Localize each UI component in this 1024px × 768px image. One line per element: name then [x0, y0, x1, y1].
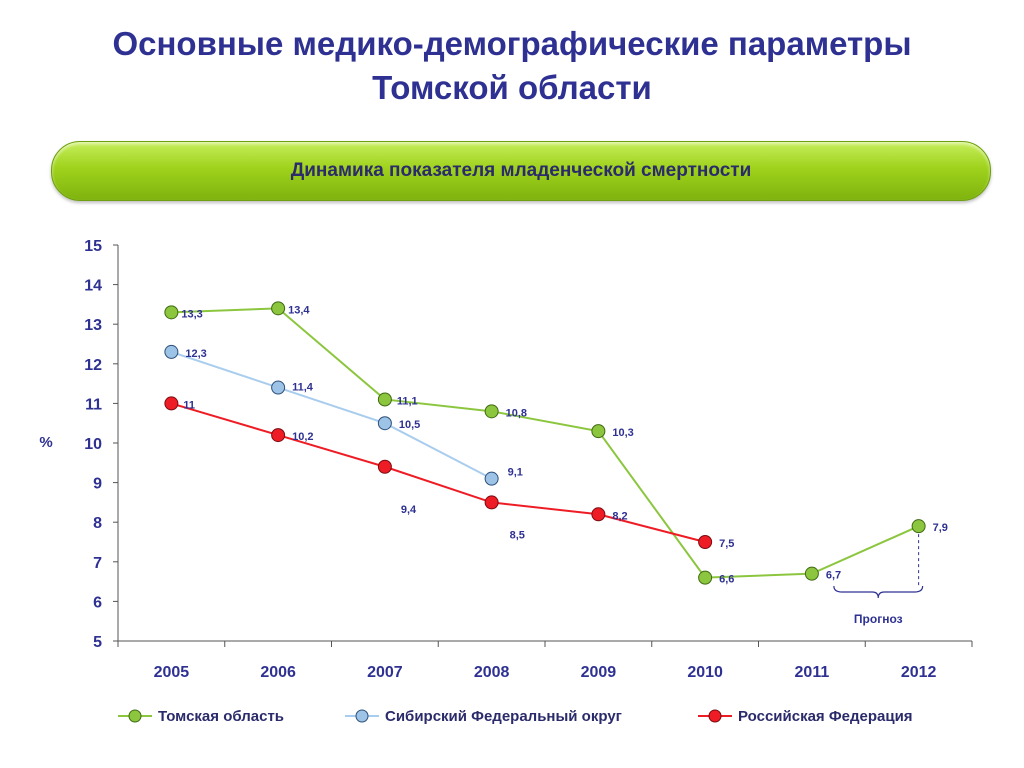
x-tick-label: 2005: [154, 664, 190, 681]
data-point: [484, 471, 499, 486]
data-point: [377, 392, 392, 407]
data-point: [698, 535, 713, 549]
legend-swatch-tomsk: [118, 709, 152, 723]
data-point: [591, 424, 606, 439]
chart-banner: Динамика показателя младенческой смертно…: [51, 141, 991, 201]
y-axis-label: %: [39, 434, 52, 451]
series-line-1: [171, 350, 493, 480]
legend-swatch-sfo: [345, 709, 379, 723]
data-label: 10,8: [506, 407, 527, 419]
data-label: 10,3: [612, 427, 633, 439]
forecast-note: Прогноз: [854, 612, 903, 626]
legend-swatch-rf: [698, 709, 732, 723]
data-point: [164, 305, 179, 320]
x-tick-label: 2008: [474, 664, 510, 681]
data-label: 6,6: [719, 574, 734, 586]
data-label: 9,1: [508, 467, 523, 479]
data-point: [911, 519, 926, 534]
y-tick-label: 6: [93, 594, 102, 611]
legend-label-sfo: Сибирский Федеральный округ: [385, 707, 622, 725]
data-label: 10,5: [399, 419, 420, 431]
y-tick-label: 5: [93, 634, 102, 651]
x-tick-label: 2006: [260, 664, 296, 681]
legend-item-sfo: Сибирский Федеральный округ: [343, 704, 622, 728]
legend-label-tomsk: Томская область: [158, 707, 285, 725]
data-point: [271, 428, 286, 443]
data-label: 13,4: [288, 304, 310, 316]
data-point: [377, 416, 392, 431]
legend: Томская область Сибирский Федеральный ок…: [0, 704, 1024, 728]
page-title: Основные медико-демографические параметр…: [0, 22, 1024, 110]
data-point: [591, 507, 606, 522]
data-label: 11,1: [397, 395, 418, 407]
data-point: [484, 404, 499, 419]
legend-item-rf: Российская Федерация: [696, 704, 913, 728]
y-tick-label: 12: [84, 357, 102, 374]
data-label: 10,2: [292, 431, 313, 443]
x-tick-label: 2012: [901, 664, 937, 681]
data-point: [164, 344, 179, 359]
y-tick-label: 9: [93, 476, 102, 493]
forecast-bracket: [833, 585, 924, 599]
data-point: [164, 396, 179, 411]
data-point: [377, 459, 392, 474]
data-label: 6,7: [826, 570, 841, 582]
x-tick-label: 2010: [687, 664, 723, 681]
y-tick-label: 10: [84, 436, 102, 453]
x-tick-label: 2009: [581, 664, 617, 681]
y-tick-label: 13: [84, 317, 102, 334]
legend-item-tomsk: Томская область: [116, 704, 284, 728]
data-label: 12,3: [185, 348, 206, 360]
data-point: [271, 380, 286, 395]
title-line-2: Томской области: [372, 69, 652, 106]
data-point: [698, 570, 713, 585]
x-tick-label: 2007: [367, 664, 403, 681]
data-label: 7,5: [719, 538, 734, 550]
series-line-2: [171, 402, 706, 543]
data-label: 7,9: [933, 522, 948, 534]
data-point: [484, 495, 499, 510]
data-label: 8,2: [612, 510, 627, 522]
data-label: 8,5: [510, 529, 525, 541]
y-tick-label: 8: [93, 515, 102, 532]
data-point: [804, 566, 819, 581]
series-line-0: [171, 307, 920, 579]
data-label: 9,4: [401, 504, 417, 516]
y-tick-label: 7: [93, 555, 102, 572]
x-tick-label: 2011: [795, 664, 830, 681]
y-tick-label: 15: [84, 238, 102, 255]
legend-label-rf: Российская Федерация: [738, 707, 913, 725]
data-label: 11,4: [292, 382, 314, 394]
y-tick-label: 14: [84, 278, 102, 295]
title-line-1: Основные медико-демографические параметр…: [112, 25, 912, 62]
data-label: 11: [183, 399, 195, 411]
data-point: [271, 301, 286, 316]
data-label: 13,3: [181, 308, 202, 320]
y-tick-label: 11: [85, 396, 102, 413]
banner-text: Динамика показателя младенческой смертно…: [290, 160, 752, 181]
